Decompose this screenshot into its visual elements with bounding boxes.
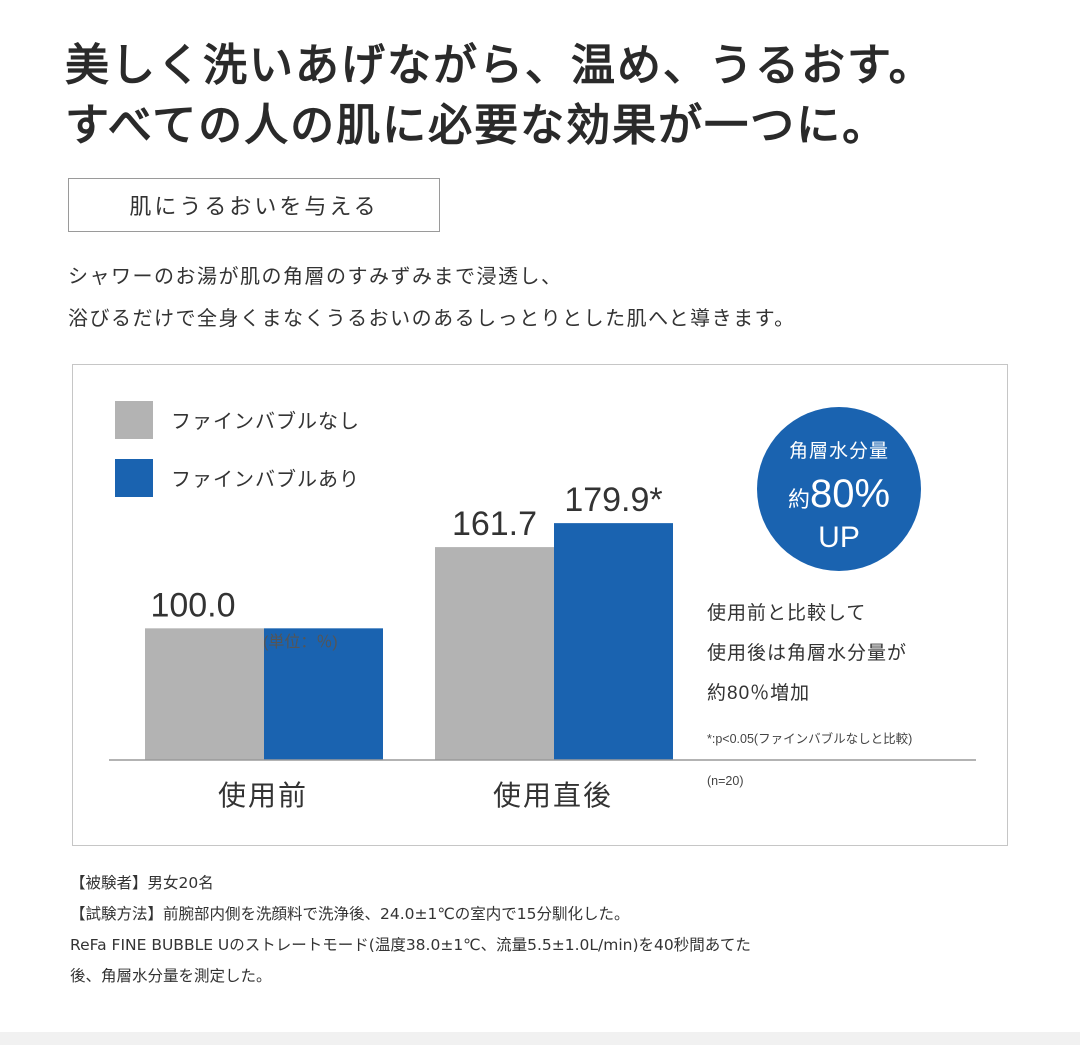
sample-size: (n=20) — [707, 774, 743, 788]
badge-title: 角層水分量 — [789, 440, 889, 462]
section-tag: 肌にうるおいを与える — [68, 178, 440, 232]
unit-note: (単位：％) — [263, 633, 338, 651]
bar — [264, 628, 383, 760]
badge-circle — [757, 407, 921, 571]
category-label: 使用直後 — [493, 780, 613, 811]
description-line: 使用後は角層水分量が — [707, 642, 907, 664]
note-line: 【試験方法】前腕部内側を洗顔料で洗浄後、24.0±1℃の室内で15分馴化した。 — [70, 905, 630, 923]
data-label: 161.7 — [452, 505, 537, 543]
description-line: 使用前と比較して — [707, 602, 866, 624]
description-line: 約80％増加 — [707, 682, 810, 704]
bottom-bar — [0, 1032, 1080, 1045]
headline: 美しく洗いあげながら、温め、うるおす。 すべての人の肌に必要な効果が一つに。 — [65, 36, 935, 156]
headline-line-2: すべての人の肌に必要な効果が一つに。 — [65, 100, 889, 151]
value-labels: 100.0 161.7 179.9* (単位：％) — [150, 481, 662, 651]
data-label: 179.9* — [564, 481, 662, 519]
note-line: ReFa FINE BUBBLE Uのストレートモード(温度38.0±1℃、流量… — [70, 936, 751, 954]
test-notes: 【被験者】男女20名 【試験方法】前腕部内側を洗顔料で洗浄後、24.0±1℃の室… — [70, 868, 751, 992]
data-label: 100.0 — [150, 586, 235, 624]
bar — [145, 628, 264, 760]
bar — [554, 523, 673, 760]
legend-swatch — [115, 401, 153, 439]
lead-line-1: シャワーのお湯が肌の角層のすみずみまで浸透し、 — [68, 264, 563, 288]
category-labels: 使用前 使用直後 — [218, 780, 613, 811]
note-line: 後、角層水分量を測定した。 — [70, 967, 272, 985]
footnote: *:p<0.05(ファインバブルなしと比較) — [707, 731, 912, 746]
bar — [435, 547, 554, 760]
legend-label: ファインバブルあり — [171, 467, 360, 491]
legend-swatch — [115, 459, 153, 497]
lead-line-2: 浴びるだけで全身くまなくうるおいのあるしっとりとした肌へと導きます。 — [68, 306, 796, 330]
category-label: 使用前 — [218, 780, 308, 811]
lead-text: シャワーのお湯が肌の角層のすみずみまで浸透し、 浴びるだけで全身くまなくうるおい… — [68, 255, 796, 339]
badge-value: 約80% — [788, 472, 890, 516]
note-line: 【被験者】男女20名 — [70, 874, 214, 892]
bars — [109, 523, 976, 761]
legend-label: ファインバブルなし — [171, 409, 360, 433]
chart-panel: ファインバブルなし ファインバブルあり 100.0 161.7 179.9* (単位：％… — [72, 364, 1008, 846]
badge-suffix: UP — [818, 521, 860, 554]
headline-line-1: 美しく洗いあげながら、温め、うるおす。 — [65, 40, 935, 91]
